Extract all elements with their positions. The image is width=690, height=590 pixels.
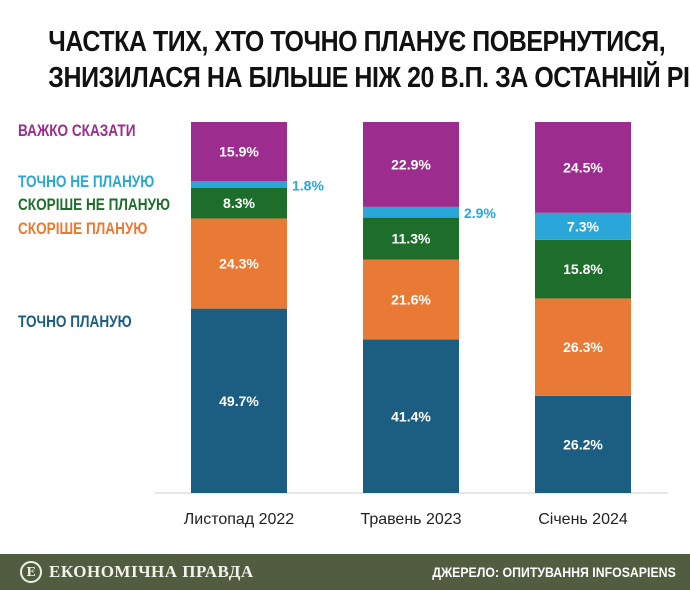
data-label-outside: 1.8% [292, 177, 324, 193]
legend-label: ТОЧНО НЕ ПЛАНУЮ [18, 173, 154, 192]
chart-title: ЧАСТКА ТИХ, ХТО ТОЧНО ПЛАНУЄ ПОВЕРНУТИСЯ… [48, 24, 690, 96]
data-label: 15.9% [219, 143, 259, 159]
data-label: 8.3% [223, 195, 255, 211]
bar-segment [363, 259, 459, 340]
data-label: 49.7% [219, 393, 259, 409]
legend-label: ТОЧНО ПЛАНУЮ [18, 313, 132, 332]
data-label: 24.5% [563, 159, 603, 175]
publisher-logo-icon: Е [20, 561, 42, 583]
bar-segment [191, 218, 287, 309]
data-label: 22.9% [391, 156, 431, 172]
bar-segment [191, 187, 287, 219]
data-label: 7.3% [567, 218, 599, 234]
bar-segment [535, 239, 631, 299]
publisher-name: ЕКОНОМІЧНА ПРАВДА [49, 562, 254, 581]
data-label: 21.6% [391, 292, 431, 308]
bar-segment [535, 122, 631, 213]
data-label: 15.8% [563, 261, 603, 277]
data-label-outside: 2.9% [464, 205, 496, 221]
bar-segment [535, 298, 631, 396]
bar-segment [191, 122, 287, 181]
category-label: Травень 2023 [360, 511, 461, 528]
bar-segment [535, 395, 631, 493]
footer-bar: Е ЕКОНОМІЧНА ПРАВДА ДЖЕРЕЛО: ОПИТУВАННЯ … [0, 554, 690, 590]
bar-segment [191, 308, 287, 493]
category-label: Січень 2024 [538, 511, 628, 528]
source-note: ДЖЕРЕЛО: ОПИТУВАННЯ INFOSAPIENS [432, 564, 676, 580]
bar-segment [363, 339, 459, 493]
bar-segment [535, 212, 631, 240]
data-label: 26.2% [563, 436, 603, 452]
legend-label: СКОРІШЕ ПЛАНУЮ [18, 220, 147, 239]
data-label: 11.3% [392, 231, 431, 247]
bar-segment [363, 206, 459, 218]
bar-segment [191, 180, 287, 188]
category-label: Листопад 2022 [184, 511, 295, 528]
data-label: 26.3% [563, 339, 603, 355]
data-label: 24.3% [219, 256, 259, 272]
title-line-1: ЧАСТКА ТИХ, ХТО ТОЧНО ПЛАНУЄ ПОВЕРНУТИСЯ… [48, 26, 666, 58]
title-line-2: ЗНИЗИЛАСЯ НА БІЛЬШЕ НІЖ 20 В.П. ЗА ОСТАН… [48, 62, 690, 94]
bar-segment [363, 217, 459, 260]
stacked-bar-chart: 49.7% 24.3% 8.3% 1.8% 15.9% Листопад 2022 41.4… [18, 122, 668, 528]
legend-label: СКОРІШЕ НЕ ПЛАНУЮ [18, 196, 170, 215]
legend-label: ВАЖКО СКАЗАТИ [18, 122, 135, 141]
bar-segment [363, 122, 459, 207]
data-label: 41.4% [391, 408, 431, 424]
